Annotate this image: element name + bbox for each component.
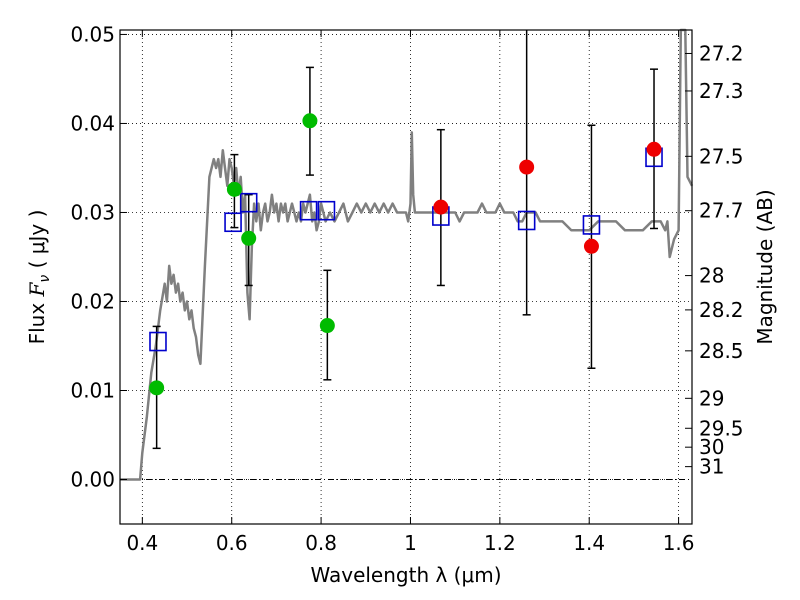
observed-flux-point xyxy=(319,318,335,334)
y2-tick-label: 27.2 xyxy=(699,41,744,65)
y2-tick-label: 27.5 xyxy=(699,144,744,168)
observed-flux-point xyxy=(646,141,662,157)
y-axis-title-symbol: F xyxy=(25,281,49,297)
y2-tick-label: 29 xyxy=(699,386,724,410)
observed-flux-point xyxy=(519,159,535,175)
y2-tick-label: 27.7 xyxy=(699,199,744,223)
y-axis-title-subscript: ν xyxy=(37,275,53,283)
observed-flux-point xyxy=(149,380,165,396)
y2-tick-label: 28.2 xyxy=(699,298,744,322)
observed-flux-point xyxy=(433,199,449,215)
x-tick-label: 1.4 xyxy=(573,531,605,555)
model-flux-box xyxy=(299,200,318,221)
model-flux-box xyxy=(582,215,601,235)
x-tick-label: 1.2 xyxy=(484,531,516,555)
y-tick-label: 0.01 xyxy=(70,378,115,402)
error-bars xyxy=(152,30,659,450)
x-tick-label: 1.6 xyxy=(663,531,695,555)
y-axis-title-prefix: Flux xyxy=(25,296,49,344)
y2-tick-label: 27.3 xyxy=(699,79,744,103)
axis-ticks xyxy=(120,30,692,524)
y2-tick-label: 29.5 xyxy=(699,416,744,440)
x-tick-label: 0.8 xyxy=(305,531,337,555)
y2-tick-label: 28 xyxy=(699,264,724,288)
y2-tick-label: 31 xyxy=(699,455,724,479)
model-flux-box xyxy=(517,210,536,231)
y-tick-label: 0.02 xyxy=(70,289,115,313)
data-markers xyxy=(149,113,663,396)
grid xyxy=(120,30,692,524)
y2-axis-title: Magnitude (AB) xyxy=(753,189,777,344)
model-flux-box xyxy=(224,212,242,233)
observed-flux-point xyxy=(302,113,318,129)
x-axis-title: Wavelength λ (μm) xyxy=(310,563,501,587)
y-tick-labels: 0.00 0.01 0.02 0.03 0.04 0.05 xyxy=(70,22,115,491)
model-spectrum-line xyxy=(120,28,694,481)
y-tick-label: 0.03 xyxy=(70,200,115,224)
y-tick-label: 0.04 xyxy=(70,111,115,135)
y2-tick-label: 30 xyxy=(699,435,724,459)
axes-frame xyxy=(119,29,693,525)
x-tick-label: 0.4 xyxy=(126,531,158,555)
plot-area xyxy=(120,28,694,481)
y2-tick-label: 28.5 xyxy=(699,339,744,363)
observed-flux-point xyxy=(241,230,257,246)
model-flux-box xyxy=(317,200,336,221)
observed-flux-point xyxy=(583,238,599,254)
y-axis-title: Flux Fν ( μJy ) xyxy=(25,210,53,345)
x-tick-label: 0.6 xyxy=(216,531,248,555)
y-tick-label: 0.05 xyxy=(70,22,115,46)
x-tick-labels: 0.4 0.6 0.8 1 1.2 1.4 1.6 xyxy=(126,531,694,555)
observed-flux-point xyxy=(226,181,242,197)
y-tick-label: 0.00 xyxy=(70,467,115,491)
x-tick-label: 1 xyxy=(404,531,417,555)
model-flux-box xyxy=(149,331,167,352)
y-axis-title-unit: ( μJy ) xyxy=(25,210,49,275)
model-flux-box xyxy=(239,192,258,213)
